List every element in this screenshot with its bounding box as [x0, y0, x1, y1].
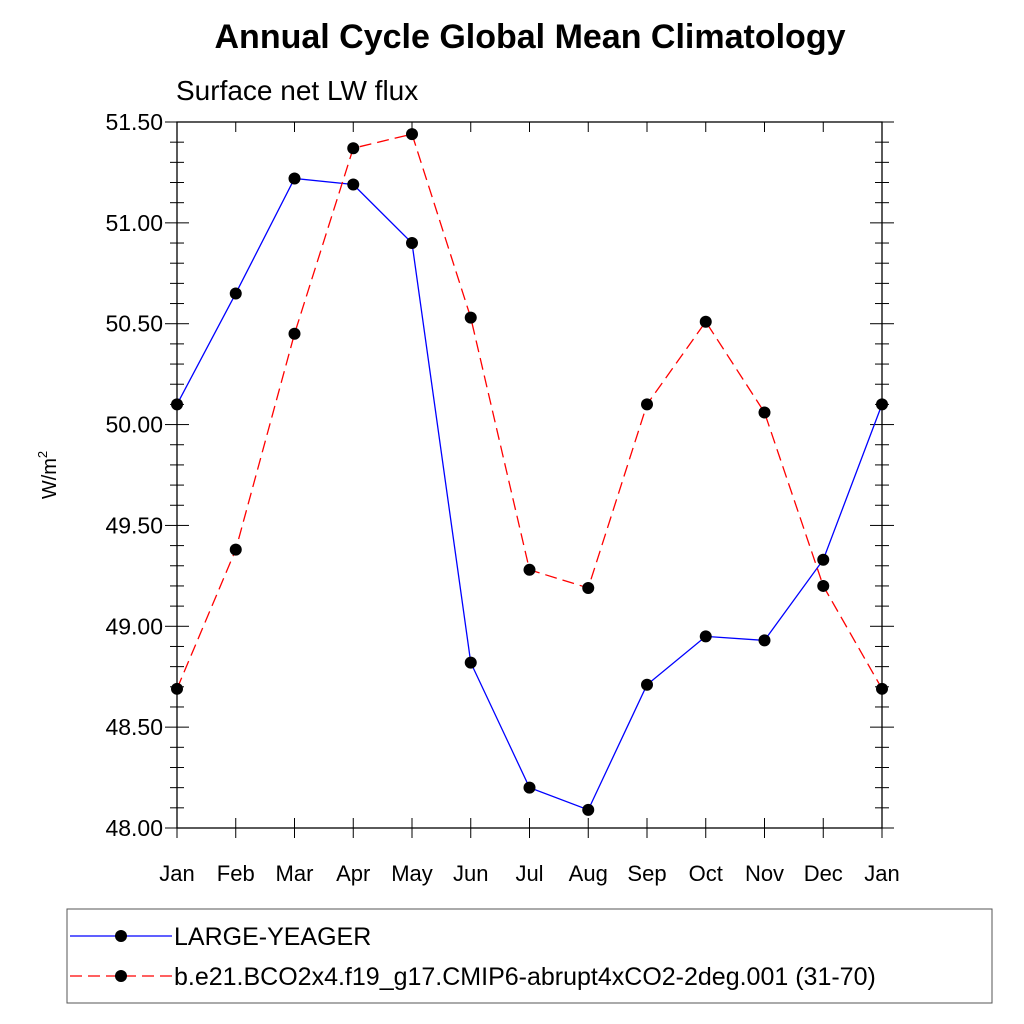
series-1-point	[817, 579, 830, 592]
x-tick-label: Jun	[453, 861, 488, 886]
y-tick-label: 48.00	[105, 815, 163, 841]
series-0-point	[288, 172, 301, 185]
series-1-point	[406, 128, 418, 141]
series-layer	[171, 128, 888, 816]
y-tick-label: 49.00	[105, 613, 163, 639]
legend-marker-large-yeager	[115, 930, 127, 942]
series-1-point	[523, 563, 536, 576]
series-0-point	[523, 781, 536, 794]
x-tick-label: Sep	[627, 861, 666, 886]
legend-label-large-yeager: LARGE-YEAGER	[174, 923, 371, 951]
series-1-point	[464, 311, 477, 324]
x-tick-label: Oct	[689, 861, 723, 886]
x-tick-labels: Jan Feb Mar Apr May Jun Jul Aug Sep Oct Nov Dec Jan	[159, 861, 899, 886]
series-1-point	[229, 543, 242, 556]
x-tick-label: Aug	[569, 861, 608, 886]
x-tick-label: Mar	[276, 861, 314, 886]
series-0-point	[641, 678, 653, 691]
x-tick-label: Feb	[217, 861, 255, 886]
y-axis-label-text: W/m	[39, 458, 61, 499]
series-0-point	[817, 553, 830, 566]
y-tick-label: 51.50	[105, 109, 163, 135]
series-1-point	[641, 398, 653, 411]
x-tick-label: Jul	[515, 861, 543, 886]
x-tick-label: Apr	[336, 861, 370, 886]
chart-title: Annual Cycle Global Mean Climatology	[215, 18, 846, 56]
axis-ticks	[165, 121, 894, 838]
y-axis-label: W/m2	[35, 451, 61, 499]
legend-marker-cmip6	[115, 970, 127, 982]
series-line-1	[176, 133, 883, 690]
y-axis-label-superscript: 2	[35, 451, 50, 458]
y-tick-label: 49.50	[105, 512, 163, 538]
x-tick-label: Nov	[745, 861, 784, 886]
series-1-point	[288, 327, 301, 340]
y-tick-label: 48.50	[105, 714, 163, 740]
plot-frame	[176, 121, 883, 829]
series-1-point	[758, 406, 771, 419]
x-tick-label: May	[391, 861, 433, 886]
series-1-point	[347, 142, 360, 155]
legend: LARGE-YEAGER b.e21.BCO2x4.f19_g17.CMIP6-…	[66, 908, 993, 1004]
y-tick-label: 50.50	[105, 311, 163, 337]
legend-box	[66, 908, 993, 1004]
legend-label-cmip6: b.e21.BCO2x4.f19_g17.CMIP6-abrupt4xCO2-2…	[174, 963, 876, 991]
series-1-point	[699, 315, 712, 328]
series-0-point	[406, 237, 418, 250]
y-tick-label: 51.00	[105, 210, 163, 236]
x-tick-label: Jan	[864, 861, 899, 886]
series-0-point	[229, 287, 242, 300]
chart-subtitle: Surface net LW flux	[176, 75, 418, 106]
series-0-point	[347, 178, 360, 191]
series-0-point	[699, 630, 712, 643]
series-1-point	[582, 581, 595, 594]
y-tick-labels: 48.00 48.50 49.00 49.50 50.00 50.50 51.00 51.50	[105, 109, 163, 841]
series-line-0	[176, 177, 883, 811]
x-tick-label: Dec	[804, 861, 843, 886]
series-0-point	[464, 656, 477, 669]
svg-text:W/m2: W/m2	[35, 451, 61, 499]
x-tick-label: Jan	[159, 861, 194, 886]
series-0-point	[582, 803, 595, 816]
series-0-point	[758, 634, 771, 647]
y-tick-label: 50.00	[105, 412, 163, 438]
